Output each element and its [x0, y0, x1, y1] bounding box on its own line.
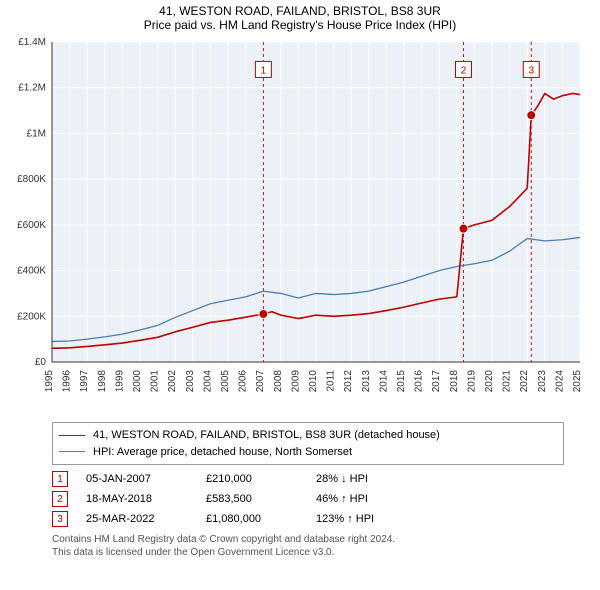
- svg-text:£1.4M: £1.4M: [18, 37, 46, 48]
- legend-swatch: [59, 435, 85, 436]
- svg-text:£1.2M: £1.2M: [18, 83, 46, 94]
- svg-text:1: 1: [261, 65, 267, 76]
- transaction-badge: 1: [52, 471, 68, 487]
- chart-title-sub: Price paid vs. HM Land Registry's House …: [6, 18, 594, 32]
- svg-text:£400K: £400K: [17, 266, 46, 277]
- legend: 41, WESTON ROAD, FAILAND, BRISTOL, BS8 3…: [52, 422, 564, 465]
- transaction-price: £1,080,000: [206, 513, 316, 525]
- svg-text:2003: 2003: [185, 370, 196, 393]
- transaction-delta: 123% ↑ HPI: [316, 513, 436, 525]
- svg-text:£600K: £600K: [17, 220, 46, 231]
- svg-text:£0: £0: [35, 357, 47, 368]
- transaction-delta: 46% ↑ HPI: [316, 493, 436, 505]
- svg-text:2000: 2000: [132, 370, 143, 393]
- svg-text:2016: 2016: [414, 370, 425, 393]
- svg-text:2004: 2004: [202, 370, 213, 393]
- svg-text:1996: 1996: [62, 370, 73, 393]
- svg-text:2001: 2001: [150, 370, 161, 393]
- svg-text:2002: 2002: [167, 370, 178, 393]
- svg-text:2013: 2013: [361, 370, 372, 393]
- legend-label: 41, WESTON ROAD, FAILAND, BRISTOL, BS8 3…: [93, 427, 440, 444]
- svg-text:2019: 2019: [466, 370, 477, 393]
- svg-text:2024: 2024: [554, 370, 565, 393]
- chart-title-address: 41, WESTON ROAD, FAILAND, BRISTOL, BS8 3…: [6, 4, 594, 18]
- svg-text:2021: 2021: [502, 370, 513, 393]
- svg-text:2023: 2023: [537, 370, 548, 393]
- svg-text:1995: 1995: [44, 370, 55, 393]
- svg-text:2009: 2009: [290, 370, 301, 393]
- svg-text:3: 3: [528, 65, 534, 76]
- transaction-price: £210,000: [206, 473, 316, 485]
- transaction-date: 05-JAN-2007: [86, 473, 206, 485]
- transaction-date: 18-MAY-2018: [86, 493, 206, 505]
- svg-text:1998: 1998: [97, 370, 108, 393]
- transaction-row: 1 05-JAN-2007£210,00028% ↓ HPI: [52, 471, 564, 487]
- legend-item: HPI: Average price, detached house, Nort…: [59, 444, 557, 461]
- transactions-table: 1 05-JAN-2007£210,00028% ↓ HPI 2 18-MAY-201…: [52, 471, 564, 527]
- svg-text:2011: 2011: [326, 370, 337, 392]
- transaction-date: 25-MAR-2022: [86, 513, 206, 525]
- svg-text:2008: 2008: [273, 370, 284, 393]
- svg-text:2017: 2017: [431, 370, 442, 393]
- disclaimer-line2: This data is licensed under the Open Gov…: [52, 546, 564, 559]
- chart: 1 2 3 £0 £200K £400K £600K £800K £1M £1.2M £1.4M 19…: [6, 36, 594, 416]
- page-container: 41, WESTON ROAD, FAILAND, BRISTOL, BS8 3…: [0, 0, 600, 590]
- transaction-badge: 2: [52, 491, 68, 507]
- svg-text:2022: 2022: [519, 370, 530, 393]
- svg-text:£1M: £1M: [27, 128, 46, 139]
- svg-text:£200K: £200K: [17, 311, 46, 322]
- legend-label: HPI: Average price, detached house, Nort…: [93, 444, 352, 461]
- transaction-badge: 3: [52, 511, 68, 527]
- svg-text:2: 2: [461, 65, 467, 76]
- legend-swatch: [59, 451, 85, 452]
- disclaimer-line1: Contains HM Land Registry data © Crown c…: [52, 533, 564, 546]
- svg-text:£800K: £800K: [17, 174, 46, 185]
- svg-text:2010: 2010: [308, 370, 319, 393]
- legend-item: 41, WESTON ROAD, FAILAND, BRISTOL, BS8 3…: [59, 427, 557, 444]
- transaction-price: £583,500: [206, 493, 316, 505]
- svg-text:2014: 2014: [378, 370, 389, 393]
- svg-text:1997: 1997: [79, 370, 90, 393]
- svg-text:2005: 2005: [220, 370, 231, 393]
- chart-svg: 1 2 3 £0 £200K £400K £600K £800K £1M £1.2M £1.4M 19…: [6, 36, 594, 416]
- svg-text:2006: 2006: [238, 370, 249, 393]
- svg-text:2018: 2018: [449, 370, 460, 393]
- transaction-row: 2 18-MAY-2018£583,50046% ↑ HPI: [52, 491, 564, 507]
- transaction-delta: 28% ↓ HPI: [316, 473, 436, 485]
- svg-text:2012: 2012: [343, 370, 354, 393]
- svg-text:2007: 2007: [255, 370, 266, 393]
- disclaimer: Contains HM Land Registry data © Crown c…: [52, 533, 564, 559]
- svg-text:2015: 2015: [396, 370, 407, 393]
- svg-text:2020: 2020: [484, 370, 495, 393]
- svg-text:1999: 1999: [114, 370, 125, 393]
- svg-text:2025: 2025: [572, 370, 583, 393]
- transaction-row: 3 25-MAR-2022£1,080,000123% ↑ HPI: [52, 511, 564, 527]
